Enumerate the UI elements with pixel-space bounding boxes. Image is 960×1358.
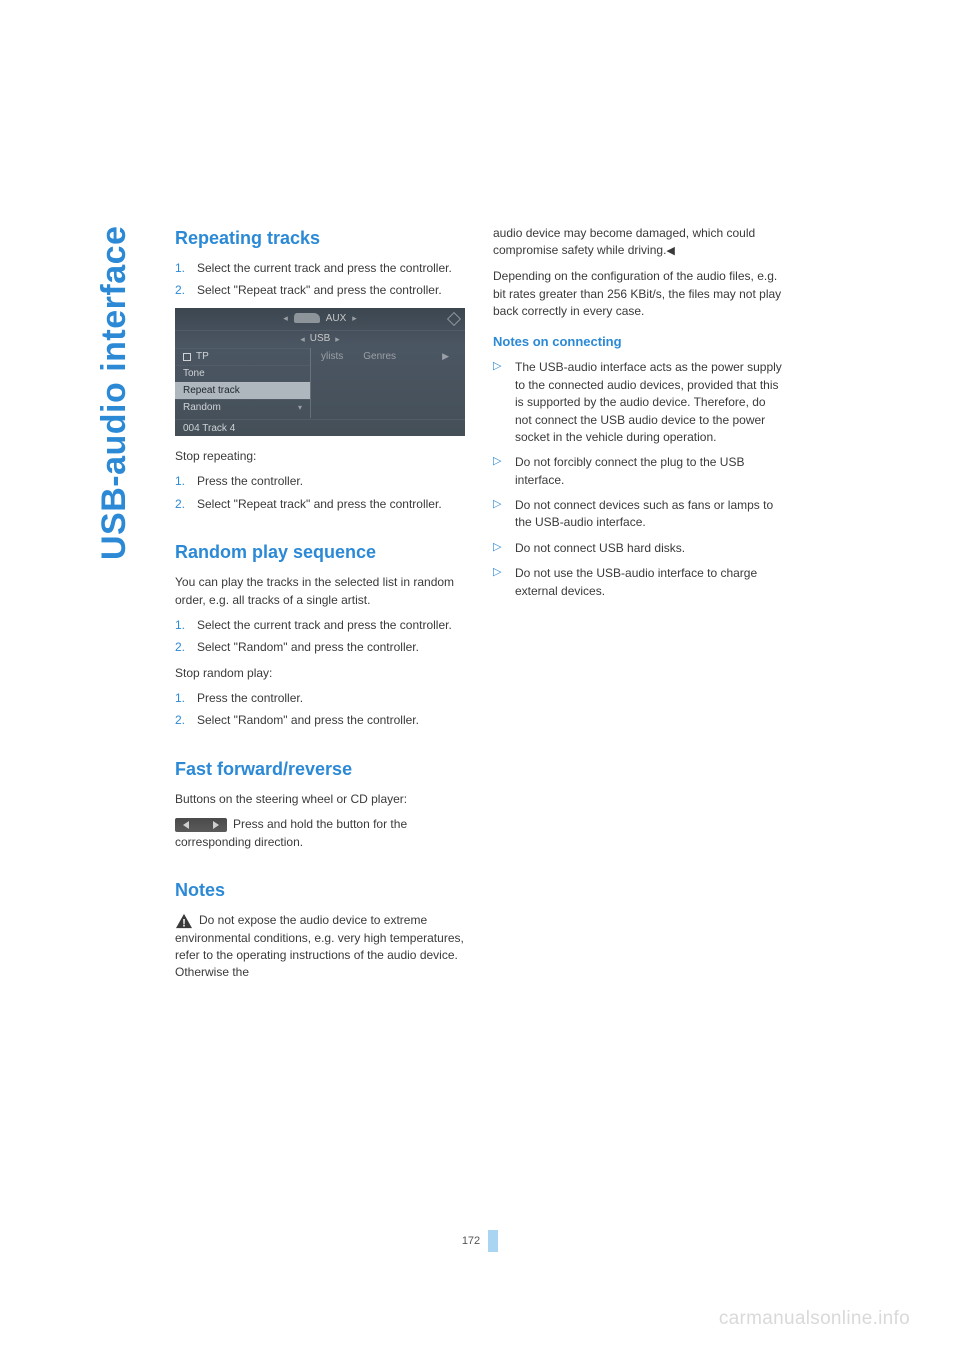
step-text: Select "Repeat track" and press the cont…: [197, 497, 442, 511]
list-item: 1.Press the controller.: [175, 473, 465, 490]
page-content: Repeating tracks 1.Select the current tr…: [175, 225, 785, 990]
idrive-screenshot: ◂ AUX ▸ ◂ USB ▸ TP Tone Repeat track: [175, 308, 465, 436]
list-item: Do not forcibly connect the plug to the …: [493, 454, 783, 489]
stop-random-steps: 1.Press the controller. 2.Select "Random…: [175, 690, 465, 730]
step-text: Select the current track and press the c…: [197, 618, 452, 632]
ss-body: TP Tone Repeat track Random ▾ ylists Genr…: [175, 348, 465, 436]
chevron-right-icon: ▶: [432, 350, 459, 363]
footer-bar: [488, 1230, 498, 1252]
svg-text:!: !: [182, 918, 186, 930]
watermark: carmanualsonline.info: [719, 1308, 910, 1330]
heading-random-play: Random play sequence: [175, 539, 465, 565]
ss-menu-item: Tone: [175, 365, 310, 382]
ss-menu-label: Tone: [183, 365, 205, 382]
seek-button-icon: [175, 818, 227, 832]
connecting-notes-list: The USB-audio interface acts as the powe…: [493, 359, 783, 600]
warning-text: Do not expose the audio device to extrem…: [175, 913, 464, 979]
stop-repeating-label: Stop repeating:: [175, 448, 465, 465]
notes-block: Notes ! Do not expose the audio device t…: [175, 877, 465, 982]
step-text: Press the controller.: [197, 474, 303, 488]
page-number: 172: [462, 1235, 480, 1247]
warning-paragraph: ! Do not expose the audio device to extr…: [175, 912, 465, 982]
step-text: Select "Repeat track" and press the cont…: [197, 283, 442, 297]
ss-tab: Genres: [353, 350, 406, 365]
ss-top-label: AUX: [326, 312, 347, 327]
ss-tabs: ylists Genres ▶: [311, 348, 465, 366]
list-item: The USB-audio interface acts as the powe…: [493, 359, 783, 446]
bullet-text: Do not forcibly connect the plug to the …: [515, 455, 744, 486]
repeating-tracks-block: Repeating tracks 1.Select the current tr…: [175, 225, 465, 513]
step-text: Select "Random" and press the controller…: [197, 713, 419, 727]
repeating-steps: 1.Select the current track and press the…: [175, 260, 465, 300]
ffwd-line2: Press and hold the button for the corres…: [175, 816, 465, 851]
warning-cont-text: audio device may become damaged, which c…: [493, 226, 755, 257]
bitrate-note: Depending on the configuration of the au…: [493, 268, 783, 320]
list-item: 2.Select "Repeat track" and press the co…: [175, 496, 465, 513]
ss-menu-label: TP: [196, 348, 209, 365]
left-column: Repeating tracks 1.Select the current tr…: [175, 225, 465, 990]
stop-repeating-steps: 1.Press the controller. 2.Select "Repeat…: [175, 473, 465, 513]
list-item: 2.Select "Random" and press the controll…: [175, 639, 465, 656]
list-item: 1.Press the controller.: [175, 690, 465, 707]
heading-ffwd: Fast forward/reverse: [175, 756, 465, 782]
heading-notes: Notes: [175, 877, 465, 903]
ss-menu-item: TP: [175, 348, 310, 365]
random-intro: You can play the tracks in the selected …: [175, 574, 465, 609]
rhombus-icon: [447, 312, 461, 326]
ss-top-bar: ◂ AUX ▸: [175, 308, 465, 330]
list-item: 2.Select "Random" and press the controll…: [175, 712, 465, 729]
ss-sub-label: USB: [310, 332, 331, 347]
ss-now-playing: 004 Track 4: [175, 419, 465, 436]
ss-menu-item: Random ▾: [175, 399, 310, 416]
list-item: 2.Select "Repeat track" and press the co…: [175, 282, 465, 299]
ss-sub-bar: ◂ USB ▸: [175, 330, 465, 348]
list-item: 1.Select the current track and press the…: [175, 617, 465, 634]
bullet-text: The USB-audio interface acts as the powe…: [515, 360, 782, 444]
ffwd-block: Fast forward/reverse Buttons on the stee…: [175, 756, 465, 851]
page-footer: 172: [0, 1230, 960, 1250]
bullet-text: Do not use the USB-audio interface to ch…: [515, 566, 757, 597]
list-item: Do not connect USB hard disks.: [493, 540, 783, 557]
bullet-text: Do not connect USB hard disks.: [515, 541, 685, 555]
chevron-down-icon: ▾: [298, 399, 302, 416]
random-steps: 1.Select the current track and press the…: [175, 617, 465, 657]
list-item: Do not connect devices such as fans or l…: [493, 497, 783, 532]
step-text: Press the controller.: [197, 691, 303, 705]
bullet-text: Do not connect devices such as fans or l…: [515, 498, 773, 529]
ss-menu-label: Random: [183, 399, 221, 416]
ffwd-line1: Buttons on the steering wheel or CD play…: [175, 791, 465, 808]
ss-menu-label: Repeat track: [183, 382, 240, 399]
ss-menu-item-selected: Repeat track: [175, 382, 310, 399]
warning-icon: !: [175, 913, 193, 929]
car-icon: [294, 313, 320, 323]
ss-tab: ylists: [311, 350, 353, 365]
end-mark-icon: ◀: [666, 245, 674, 257]
list-item: Do not use the USB-audio interface to ch…: [493, 565, 783, 600]
step-text: Select the current track and press the c…: [197, 261, 452, 275]
list-item: 1.Select the current track and press the…: [175, 260, 465, 277]
right-column: audio device may become damaged, which c…: [493, 225, 783, 990]
step-text: Select "Random" and press the controller…: [197, 640, 419, 654]
warning-continuation: audio device may become damaged, which c…: [493, 225, 783, 260]
random-play-block: Random play sequence You can play the tr…: [175, 539, 465, 730]
stop-random-label: Stop random play:: [175, 665, 465, 682]
subheading-notes-connecting: Notes on connecting: [493, 333, 783, 352]
section-tab-label: USB-audio interface: [95, 226, 134, 560]
heading-repeating-tracks: Repeating tracks: [175, 225, 465, 251]
